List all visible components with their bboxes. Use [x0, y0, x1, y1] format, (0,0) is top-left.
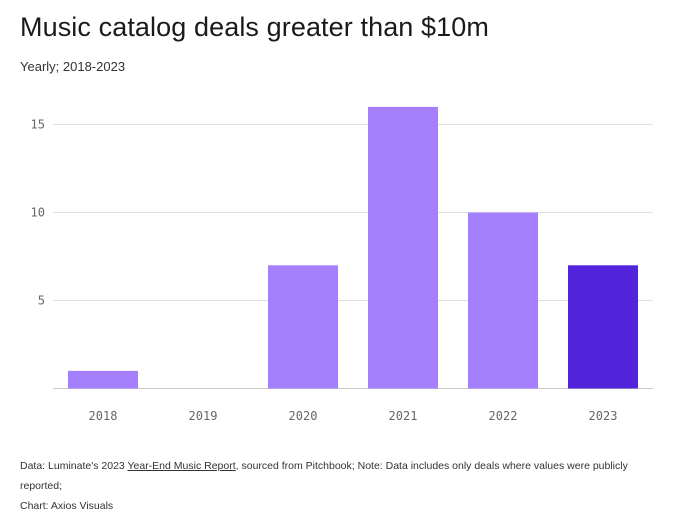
chart-subtitle: Yearly; 2018-2023	[20, 59, 126, 74]
x-tick-label-2020: 2020	[289, 409, 318, 423]
y-tick-label-5: 5	[38, 294, 45, 308]
x-tick-label-2023: 2023	[589, 409, 618, 423]
report-link[interactable]: Year-End Music Report	[127, 460, 236, 472]
bar-2022	[468, 212, 538, 389]
bar-2018	[68, 370, 138, 389]
bar-chart: 5 10 15 2018 2019 2020 2021 2022 2023	[31, 106, 653, 423]
x-axis-labels: 2018 2019 2020 2021 2022 2023	[89, 409, 618, 423]
source-prefix: Data: Luminate's 2023	[20, 460, 128, 472]
bar-layer	[68, 106, 638, 389]
grid-layer: 5 10 15	[31, 118, 653, 389]
x-tick-label-2018: 2018	[89, 409, 118, 423]
x-tick-label-2022: 2022	[489, 409, 518, 423]
x-tick-label-2021: 2021	[389, 409, 418, 423]
x-tick-label-2019: 2019	[189, 409, 218, 423]
bar-2023	[568, 265, 638, 389]
source-note: Data: Luminate's 2023 Year-End Music Rep…	[20, 456, 660, 496]
bar-2020	[268, 265, 338, 389]
y-tick-label-15: 15	[31, 118, 45, 132]
chart-title: Music catalog deals greater than $10m	[20, 12, 489, 42]
chart-footer: Data: Luminate's 2023 Year-End Music Rep…	[20, 456, 660, 516]
bar-2021	[368, 106, 438, 389]
chart-credit: Chart: Axios Visuals	[20, 500, 114, 512]
y-tick-label-10: 10	[31, 206, 45, 220]
source-suffix: , sourced from Pitchbook; Note: Data inc…	[20, 460, 628, 492]
